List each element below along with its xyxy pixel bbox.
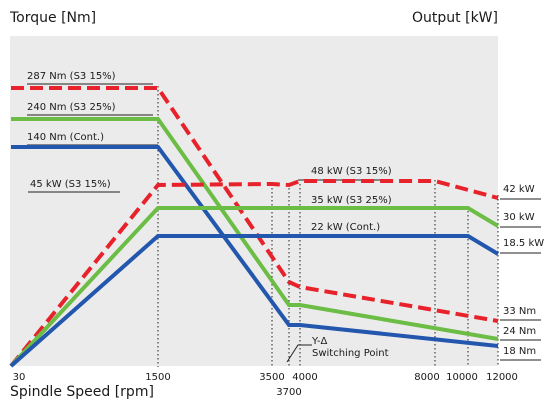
end-label-torque-s3-15: 33 Nm — [503, 306, 536, 317]
x-tick-10000: 10000 — [446, 372, 478, 383]
speed-guidelines — [157, 86, 499, 367]
x-tick-1500: 1500 — [145, 372, 170, 383]
right-axis-title: Output [kW] — [412, 10, 498, 26]
x-axis-title: Spindle Speed [rpm] — [10, 384, 154, 400]
series-line-tc — [11, 145, 499, 348]
x-tick-4000: 4000 — [292, 372, 317, 383]
switching-point-pointer — [286, 344, 312, 363]
x-tick-3700: 3700 — [276, 387, 301, 398]
x-tick-8000: 8000 — [414, 372, 439, 383]
x-tick-3500: 3500 — [259, 372, 284, 383]
switching-point-label: Switching Point — [312, 348, 389, 359]
plot-background — [10, 36, 498, 366]
label-torque-s3-25: 240 Nm (S3 25%) — [27, 102, 116, 113]
end-label-output-s3-15: 42 kW — [503, 184, 535, 195]
series-line-t25 — [11, 117, 499, 341]
y-delta-label: Y-Δ — [311, 336, 328, 347]
label-output-cont-mid: 22 kW (Cont.) — [311, 222, 380, 233]
series-lines — [9, 86, 500, 368]
series-line-p25 — [9, 206, 500, 368]
series-line-pc — [9, 234, 500, 368]
label-torque-cont: 140 Nm (Cont.) — [27, 132, 104, 143]
end-label-torque-cont: 18 Nm — [503, 346, 536, 357]
series-line-t15 — [11, 86, 499, 323]
end-label-output-s3-25: 30 kW — [503, 212, 535, 223]
label-output-s3-25-mid: 35 kW (S3 25%) — [311, 195, 392, 206]
label-torque-s3-15: 287 Nm (S3 15%) — [27, 71, 116, 82]
series-labels: 287 Nm (S3 15%) 240 Nm (S3 25%) 140 Nm (… — [27, 71, 544, 359]
label-output-s3-15-mid: 48 kW (S3 15%) — [311, 166, 392, 177]
label-output-s3-15-left: 45 kW (S3 15%) — [30, 179, 111, 190]
end-label-output-cont: 18.5 kW — [503, 238, 544, 249]
end-label-torque-s3-25: 24 Nm — [503, 326, 536, 337]
x-tick-labels: 30 1500 3500 3700 4000 8000 10000 12000 — [13, 372, 518, 398]
series-line-p15 — [9, 179, 499, 368]
x-tick-12000: 12000 — [486, 372, 518, 383]
left-axis-title: Torque [Nm] — [9, 10, 96, 26]
x-tick-30: 30 — [13, 372, 26, 383]
